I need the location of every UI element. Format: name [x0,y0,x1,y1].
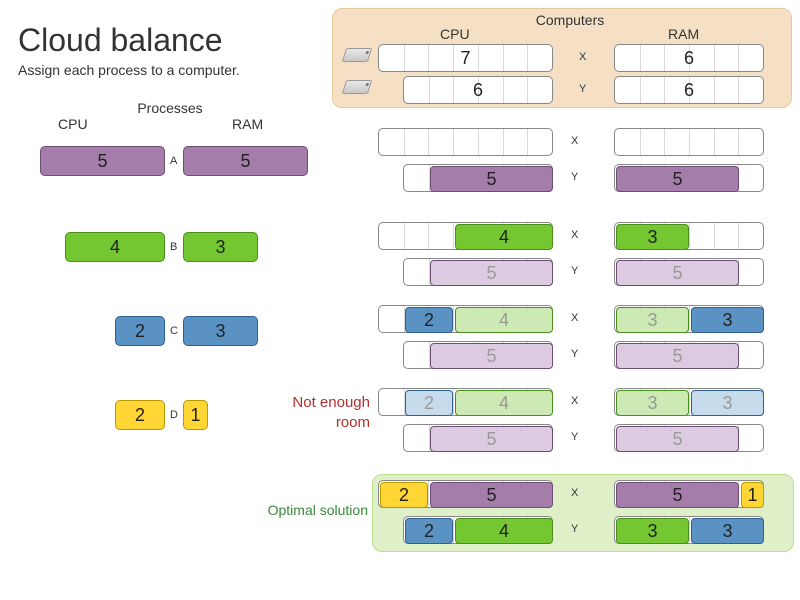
sc3-y-cpu: 5 [403,424,553,452]
computers-label: Computers [510,12,630,28]
alloc-segment: 5 [616,482,739,508]
sc0-x-cpu [378,128,553,156]
opt-y-cpu: 24 [403,516,553,544]
computer-y-ram-bar: 6 [614,76,764,104]
alloc-segment: 4 [455,224,553,250]
sc0-y-ram: 5 [614,164,764,192]
note-optimal: Optimal solution [240,502,368,518]
alloc-segment: 5 [430,426,553,452]
sc1-y-ram: 5 [614,258,764,286]
opt-x-ram: 51 [614,480,764,508]
alloc-segment: 4 [455,307,553,333]
process-D-ram: 1 [183,400,208,430]
sc-label-x: X [571,312,578,324]
server-icon-y [344,80,370,94]
alloc-segment: 1 [741,482,764,508]
page-subtitle: Assign each process to a computer. [18,62,240,78]
label-x: X [579,51,586,63]
sc-label-y: Y [571,265,578,277]
process-B-ram: 3 [183,232,258,262]
opt-label-y: Y [571,523,578,535]
sc-label-x: X [571,135,578,147]
alloc-segment: 3 [616,224,689,250]
sc3-x-ram: 33 [614,388,764,416]
computer-x-ram-bar: 6 [614,44,764,72]
cpu-label-right: CPU [440,26,470,42]
ram-label-right: RAM [668,26,699,42]
note-not-enough-1: Not enough [270,394,370,411]
sc3-x-cpu: 24 [378,388,553,416]
alloc-segment: 4 [455,518,553,544]
opt-x-cpu: 25 [378,480,553,508]
alloc-segment: 3 [691,307,764,333]
alloc-segment: 3 [691,518,764,544]
sc-label-x: X [571,229,578,241]
note-not-enough-2: room [270,414,370,431]
alloc-segment: 3 [616,307,689,333]
ram-label-left: RAM [232,116,263,132]
process-id-A: A [170,155,177,167]
process-A-cpu: 5 [40,146,165,176]
cpu-label-left: CPU [58,116,88,132]
process-C-cpu: 2 [115,316,165,346]
alloc-segment: 2 [405,518,453,544]
alloc-segment: 3 [616,390,689,416]
alloc-segment: 5 [616,426,739,452]
sc2-x-cpu: 24 [378,305,553,333]
sc3-y-ram: 5 [614,424,764,452]
alloc-segment: 3 [691,390,764,416]
alloc-segment: 5 [430,482,553,508]
sc0-x-ram [614,128,764,156]
alloc-segment: 5 [616,343,739,369]
process-D-cpu: 2 [115,400,165,430]
computer-x-cpu-bar: 7 [378,44,553,72]
sc1-x-cpu: 4 [378,222,553,250]
process-B-cpu: 4 [65,232,165,262]
alloc-segment: 2 [405,390,453,416]
opt-label-x: X [571,487,578,499]
sc2-y-ram: 5 [614,341,764,369]
process-id-B: B [170,241,177,253]
process-A-ram: 5 [183,146,308,176]
sc2-x-ram: 33 [614,305,764,333]
process-C-ram: 3 [183,316,258,346]
alloc-segment: 5 [430,260,553,286]
processes-label: Processes [120,100,220,116]
sc1-y-cpu: 5 [403,258,553,286]
computer-y-cpu-bar: 6 [403,76,553,104]
process-id-D: D [170,409,178,421]
alloc-segment: 2 [405,307,453,333]
alloc-segment: 5 [430,166,553,192]
page-title: Cloud balance [18,22,223,59]
sc1-x-ram: 3 [614,222,764,250]
label-y: Y [579,83,586,95]
sc0-y-cpu: 5 [403,164,553,192]
alloc-segment: 5 [616,260,739,286]
server-icon-x [344,48,370,62]
alloc-segment: 3 [616,518,689,544]
sc2-y-cpu: 5 [403,341,553,369]
alloc-segment: 2 [380,482,428,508]
sc-label-y: Y [571,348,578,360]
sc-label-y: Y [571,171,578,183]
alloc-segment: 4 [455,390,553,416]
sc-label-x: X [571,395,578,407]
process-id-C: C [170,325,178,337]
opt-y-ram: 33 [614,516,764,544]
sc-label-y: Y [571,431,578,443]
alloc-segment: 5 [430,343,553,369]
alloc-segment: 5 [616,166,739,192]
